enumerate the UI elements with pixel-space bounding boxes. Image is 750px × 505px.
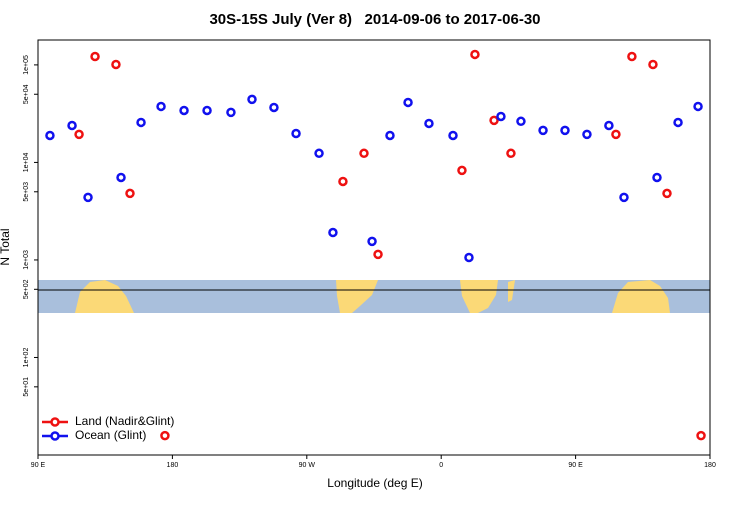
y-axis-label: N Total <box>0 228 12 265</box>
x-tick-label: 0 <box>439 462 443 469</box>
legend-marker <box>50 431 60 441</box>
point <box>496 111 506 122</box>
point <box>582 129 592 140</box>
chart-title: 30S-15S July (Ver 8) 2014-09-06 to 2017-… <box>209 11 540 28</box>
point <box>291 128 301 139</box>
point <box>448 130 458 141</box>
point <box>464 252 474 263</box>
point <box>202 105 212 116</box>
point <box>489 115 499 126</box>
point <box>696 430 706 441</box>
point <box>560 125 570 136</box>
point <box>338 176 348 187</box>
y-tick-label: 5e+03 <box>23 182 30 202</box>
point <box>385 130 395 141</box>
point <box>314 148 324 159</box>
y-tick-label: 1e+04 <box>23 152 30 172</box>
legend-marker <box>50 417 60 427</box>
point <box>662 188 672 199</box>
point <box>90 51 100 62</box>
point <box>470 49 480 60</box>
point <box>125 188 135 199</box>
point <box>83 192 93 203</box>
x-tick-label: 90 E <box>31 462 46 469</box>
point <box>627 51 637 62</box>
point <box>179 105 189 116</box>
point <box>67 120 77 131</box>
point <box>269 102 279 113</box>
point <box>457 165 467 176</box>
point <box>506 148 516 159</box>
point <box>328 227 338 238</box>
point <box>373 249 383 260</box>
point <box>116 172 126 183</box>
point <box>45 130 55 141</box>
point <box>652 172 662 183</box>
y-tick-label: 1e+05 <box>23 55 30 75</box>
y-tick-label: 1e+03 <box>23 250 30 270</box>
point <box>604 120 614 131</box>
x-tick-label: 90 E <box>568 462 583 469</box>
y-tick-label: 5e+04 <box>23 84 30 104</box>
x-tick-label: 90 W <box>299 462 316 469</box>
point <box>619 192 629 203</box>
point <box>648 59 658 70</box>
point <box>403 97 413 108</box>
point <box>247 94 257 105</box>
point <box>136 117 146 128</box>
point <box>673 117 683 128</box>
point <box>424 118 434 129</box>
point <box>359 148 369 159</box>
point <box>538 125 548 136</box>
point <box>160 430 170 441</box>
point <box>516 116 526 127</box>
y-tick-label: 1e+02 <box>23 348 30 368</box>
point <box>156 101 166 112</box>
point <box>111 59 121 70</box>
point <box>74 129 84 140</box>
point <box>367 236 377 247</box>
point <box>226 107 236 118</box>
x-tick-label: 180 <box>167 462 179 469</box>
y-tick-label: 5e+01 <box>23 377 30 397</box>
y-tick-label: 5e+02 <box>23 279 30 299</box>
legend-label: Ocean (Glint) <box>75 428 146 442</box>
x-tick-label: 180 <box>704 462 716 469</box>
plot-frame <box>37 39 711 456</box>
map-strip <box>38 280 710 313</box>
point <box>611 129 621 140</box>
point <box>693 101 703 112</box>
x-axis-label: Longitude (deg E) <box>327 476 422 490</box>
legend-label: Land (Nadir&Glint) <box>75 414 174 428</box>
